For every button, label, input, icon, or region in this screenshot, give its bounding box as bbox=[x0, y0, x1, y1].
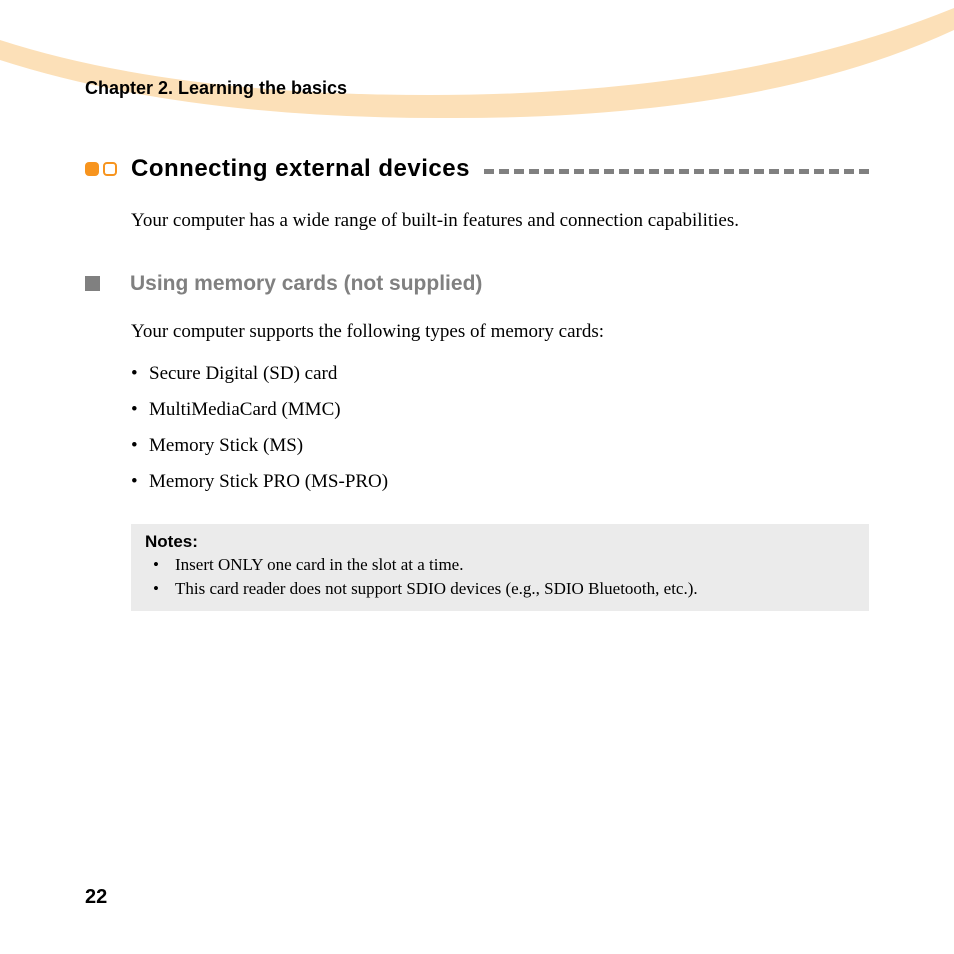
section-heading-row: Connecting external devices bbox=[85, 155, 869, 183]
notes-label: Notes: bbox=[145, 532, 855, 552]
memory-card-list: Secure Digital (SD) card MultiMediaCard … bbox=[131, 356, 869, 500]
header-swoosh bbox=[0, 0, 954, 150]
chapter-title: Chapter 2. Learning the basics bbox=[85, 78, 347, 99]
page-content: Connecting external devices Your compute… bbox=[85, 155, 869, 611]
notes-item: Insert ONLY one card in the slot at a ti… bbox=[145, 553, 855, 577]
list-item: Memory Stick PRO (MS-PRO) bbox=[131, 464, 869, 500]
page-number: 22 bbox=[85, 886, 107, 909]
list-item: Memory Stick (MS) bbox=[131, 428, 869, 464]
section-intro-text: Your computer has a wide range of built-… bbox=[131, 207, 869, 236]
bullet-filled-icon bbox=[85, 162, 99, 176]
bullet-outline-icon bbox=[103, 162, 117, 176]
subsection-heading: Using memory cards (not supplied) bbox=[130, 272, 482, 296]
square-bullet-icon bbox=[85, 276, 100, 291]
list-item: MultiMediaCard (MMC) bbox=[131, 392, 869, 428]
heading-bullets bbox=[85, 162, 117, 176]
notes-item: This card reader does not support SDIO d… bbox=[145, 577, 855, 601]
section-heading: Connecting external devices bbox=[131, 155, 470, 183]
subsection-intro-text: Your computer supports the following typ… bbox=[131, 318, 869, 347]
subsection-heading-row: Using memory cards (not supplied) bbox=[85, 272, 869, 296]
list-item: Secure Digital (SD) card bbox=[131, 356, 869, 392]
notes-box: Notes: Insert ONLY one card in the slot … bbox=[131, 524, 869, 611]
heading-dash-line bbox=[484, 169, 869, 174]
